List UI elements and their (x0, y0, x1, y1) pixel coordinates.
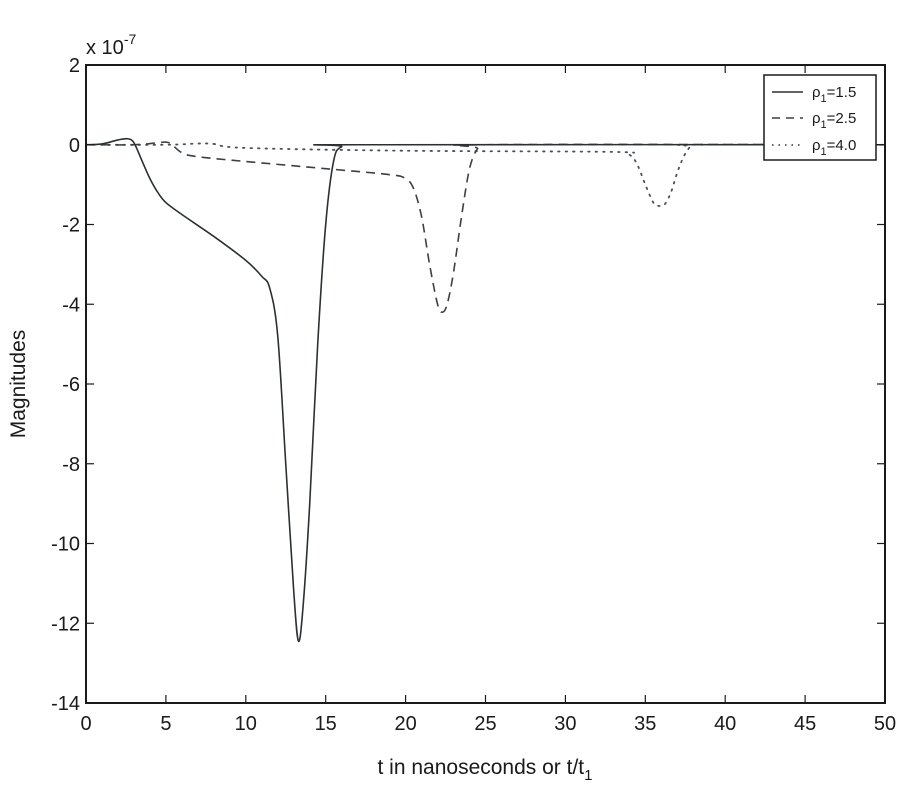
legend-item-rho-1-5: ρ1=1.5 (772, 84, 856, 105)
x-tick-label: 25 (474, 713, 496, 735)
legend: ρ1=1.5 ρ1=2.5 ρ1=4.0 (763, 74, 877, 161)
x-tick-label: 5 (160, 713, 171, 735)
x-tick-label: 35 (634, 713, 656, 735)
legend-item-rho-2-5: ρ1=2.5 (772, 110, 856, 131)
series-layer (85, 137, 886, 642)
x-tick-label: 20 (394, 713, 416, 735)
x-tick-label: 40 (714, 713, 736, 735)
legend-item-rho-4-0: ρ1=4.0 (772, 137, 856, 158)
y-tick-label: -2 (62, 215, 80, 237)
series-line-solid (85, 137, 886, 642)
y-tick-label: -6 (62, 374, 80, 396)
y-axis-ticks: 2 0 -2 -4 -6 -8 -10 -12 -14 (51, 55, 885, 715)
x-axis-label: t in nanoseconds or t/t1 (378, 756, 593, 784)
y-tick-label: 2 (69, 55, 80, 77)
x-tick-label: 10 (235, 713, 257, 735)
svg-text:ρ1=4.0: ρ1=4.0 (812, 137, 856, 158)
x-axis-ticks: 0 5 10 15 20 25 30 35 40 45 50 (80, 65, 896, 735)
y-tick-label: -14 (51, 693, 80, 715)
x-tick-label: 50 (874, 713, 896, 735)
y-tick-label: 0 (69, 135, 80, 157)
series-line-dotted (85, 142, 886, 208)
y-tick-label: -4 (62, 294, 80, 316)
y-axis-label: Magnitudes (7, 330, 30, 439)
y-tick-label: -10 (51, 534, 80, 556)
x-tick-label: 0 (80, 713, 91, 735)
y-tick-label: -12 (51, 613, 80, 635)
legend-box (763, 74, 877, 161)
x-tick-label: 15 (315, 713, 337, 735)
series-line-dashed (85, 141, 886, 314)
y-tick-label: -8 (62, 454, 80, 476)
y-axis-multiplier: x 10-7 (86, 31, 136, 59)
svg-text:ρ1=1.5: ρ1=1.5 (812, 84, 856, 105)
svg-text:ρ1=2.5: ρ1=2.5 (812, 110, 856, 131)
x-tick-label: 30 (554, 713, 576, 735)
x-tick-label: 45 (794, 713, 816, 735)
